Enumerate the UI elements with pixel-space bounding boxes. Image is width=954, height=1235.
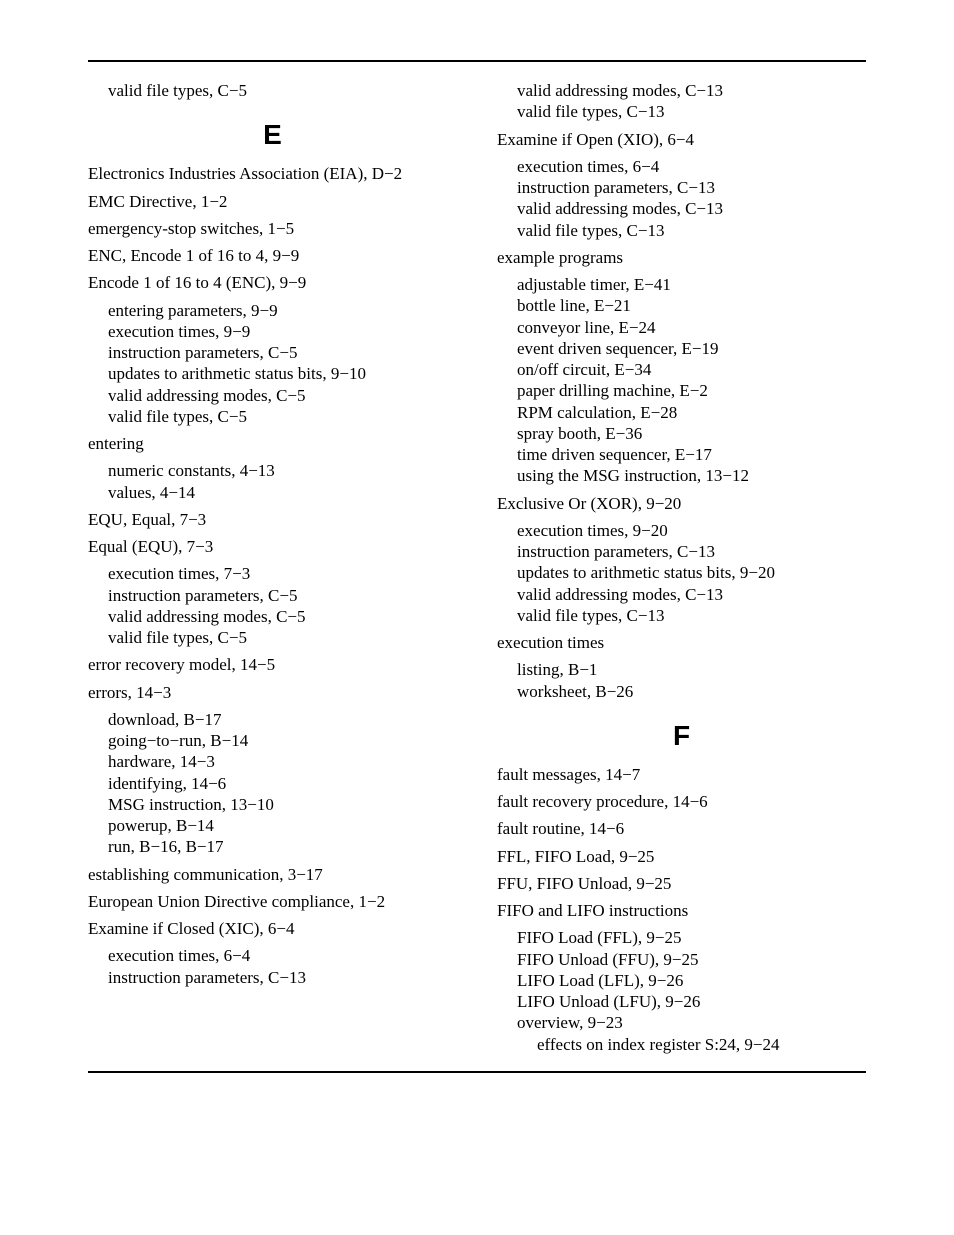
index-subentry: execution times, 6−4 bbox=[88, 945, 457, 966]
index-entry: Encode 1 of 16 to 4 (ENC), 9−9 bbox=[88, 272, 457, 293]
index-subentry: execution times, 6−4 bbox=[497, 156, 866, 177]
index-subentry: instruction parameters, C−13 bbox=[497, 177, 866, 198]
index-subentry: identifying, 14−6 bbox=[88, 773, 457, 794]
index-subentry: execution times, 9−9 bbox=[88, 321, 457, 342]
index-group: entering numeric constants, 4−13 values,… bbox=[88, 433, 457, 503]
index-subentry: paper drilling machine, E−2 bbox=[497, 380, 866, 401]
index-entry: European Union Directive compliance, 1−2 bbox=[88, 891, 457, 912]
section-heading-e: E bbox=[88, 119, 457, 151]
index-subentry: FIFO Load (FFL), 9−25 bbox=[497, 927, 866, 948]
index-subentry: updates to arithmetic status bits, 9−10 bbox=[88, 363, 457, 384]
index-subentry: hardware, 14−3 bbox=[88, 751, 457, 772]
page: valid file types, C−5 E Electronics Indu… bbox=[0, 0, 954, 1133]
index-subentry: MSG instruction, 13−10 bbox=[88, 794, 457, 815]
index-subentry: instruction parameters, C−5 bbox=[88, 342, 457, 363]
bottom-rule bbox=[88, 1071, 866, 1073]
index-subentry: LIFO Unload (LFU), 9−26 bbox=[497, 991, 866, 1012]
index-group: errors, 14−3 download, B−17 going−to−run… bbox=[88, 682, 457, 858]
index-entry: Exclusive Or (XOR), 9−20 bbox=[497, 493, 866, 514]
index-subentry: valid addressing modes, C−13 bbox=[497, 198, 866, 219]
index-entry: FFL, FIFO Load, 9−25 bbox=[497, 846, 866, 867]
index-group: Equal (EQU), 7−3 execution times, 7−3 in… bbox=[88, 536, 457, 648]
index-entry: Examine if Closed (XIC), 6−4 bbox=[88, 918, 457, 939]
index-subentry: powerup, B−14 bbox=[88, 815, 457, 836]
index-entry: execution times bbox=[497, 632, 866, 653]
index-subentry: run, B−16, B−17 bbox=[88, 836, 457, 857]
index-entry: Equal (EQU), 7−3 bbox=[88, 536, 457, 557]
index-subentry: valid file types, C−13 bbox=[497, 101, 866, 122]
index-subentry: values, 4−14 bbox=[88, 482, 457, 503]
index-subentry: adjustable timer, E−41 bbox=[497, 274, 866, 295]
index-subentry: LIFO Load (LFL), 9−26 bbox=[497, 970, 866, 991]
index-subentry: numeric constants, 4−13 bbox=[88, 460, 457, 481]
index-entry: Electronics Industries Association (EIA)… bbox=[88, 163, 457, 184]
index-subsubentry: effects on index register S:24, 9−24 bbox=[497, 1034, 866, 1055]
index-subentry: valid file types, C−13 bbox=[497, 220, 866, 241]
index-group: Examine if Open (XIO), 6−4 execution tim… bbox=[497, 129, 866, 241]
index-entry: fault routine, 14−6 bbox=[497, 818, 866, 839]
index-entry: FFU, FIFO Unload, 9−25 bbox=[497, 873, 866, 894]
index-entry: FIFO and LIFO instructions bbox=[497, 900, 866, 921]
index-group: Encode 1 of 16 to 4 (ENC), 9−9 entering … bbox=[88, 272, 457, 427]
index-subentry: spray booth, E−36 bbox=[497, 423, 866, 444]
index-subentry: entering parameters, 9−9 bbox=[88, 300, 457, 321]
right-column: valid addressing modes, C−13 valid file … bbox=[497, 80, 866, 1061]
index-subentry: worksheet, B−26 bbox=[497, 681, 866, 702]
index-subentry: valid file types, C−5 bbox=[88, 406, 457, 427]
index-entry: Examine if Open (XIO), 6−4 bbox=[497, 129, 866, 150]
index-entry: establishing communication, 3−17 bbox=[88, 864, 457, 885]
index-entry: EQU, Equal, 7−3 bbox=[88, 509, 457, 530]
index-subentry: updates to arithmetic status bits, 9−20 bbox=[497, 562, 866, 583]
index-subentry: execution times, 7−3 bbox=[88, 563, 457, 584]
index-subentry: time driven sequencer, E−17 bbox=[497, 444, 866, 465]
top-rule bbox=[88, 60, 866, 62]
index-subentry: instruction parameters, C−5 bbox=[88, 585, 457, 606]
index-group: Exclusive Or (XOR), 9−20 execution times… bbox=[497, 493, 866, 627]
index-subentry: download, B−17 bbox=[88, 709, 457, 730]
index-group: Examine if Closed (XIC), 6−4 execution t… bbox=[88, 918, 457, 988]
index-entry: entering bbox=[88, 433, 457, 454]
index-subentry: on/off circuit, E−34 bbox=[497, 359, 866, 380]
index-subentry: valid addressing modes, C−13 bbox=[497, 80, 866, 101]
index-subentry: bottle line, E−21 bbox=[497, 295, 866, 316]
index-subentry: using the MSG instruction, 13−12 bbox=[497, 465, 866, 486]
index-subentry: listing, B−1 bbox=[497, 659, 866, 680]
index-subentry: execution times, 9−20 bbox=[497, 520, 866, 541]
left-column: valid file types, C−5 E Electronics Indu… bbox=[88, 80, 457, 1061]
index-subentry: valid file types, C−5 bbox=[88, 80, 457, 101]
index-entry: ENC, Encode 1 of 16 to 4, 9−9 bbox=[88, 245, 457, 266]
index-continuation: valid file types, C−5 bbox=[88, 80, 457, 101]
index-entry: fault recovery procedure, 14−6 bbox=[497, 791, 866, 812]
index-subentry: valid addressing modes, C−13 bbox=[497, 584, 866, 605]
index-subentry: valid file types, C−13 bbox=[497, 605, 866, 626]
index-subentry: RPM calculation, E−28 bbox=[497, 402, 866, 423]
index-entry: emergency-stop switches, 1−5 bbox=[88, 218, 457, 239]
index-group: FIFO and LIFO instructions FIFO Load (FF… bbox=[497, 900, 866, 1055]
index-subentry: overview, 9−23 bbox=[497, 1012, 866, 1033]
index-subentry: instruction parameters, C−13 bbox=[497, 541, 866, 562]
index-continuation: valid addressing modes, C−13 valid file … bbox=[497, 80, 866, 123]
index-subentry: conveyor line, E−24 bbox=[497, 317, 866, 338]
index-subentry: FIFO Unload (FFU), 9−25 bbox=[497, 949, 866, 970]
index-entry: error recovery model, 14−5 bbox=[88, 654, 457, 675]
index-entry: fault messages, 14−7 bbox=[497, 764, 866, 785]
index-subentry: event driven sequencer, E−19 bbox=[497, 338, 866, 359]
two-column-layout: valid file types, C−5 E Electronics Indu… bbox=[88, 80, 866, 1061]
index-subentry: valid addressing modes, C−5 bbox=[88, 606, 457, 627]
index-subentry: instruction parameters, C−13 bbox=[88, 967, 457, 988]
index-subentry: going−to−run, B−14 bbox=[88, 730, 457, 751]
index-entry: EMC Directive, 1−2 bbox=[88, 191, 457, 212]
index-subentry: valid file types, C−5 bbox=[88, 627, 457, 648]
index-group: example programs adjustable timer, E−41 … bbox=[497, 247, 866, 487]
index-subentry: valid addressing modes, C−5 bbox=[88, 385, 457, 406]
section-heading-f: F bbox=[497, 720, 866, 752]
index-group: execution times listing, B−1 worksheet, … bbox=[497, 632, 866, 702]
index-entry: errors, 14−3 bbox=[88, 682, 457, 703]
index-entry: example programs bbox=[497, 247, 866, 268]
